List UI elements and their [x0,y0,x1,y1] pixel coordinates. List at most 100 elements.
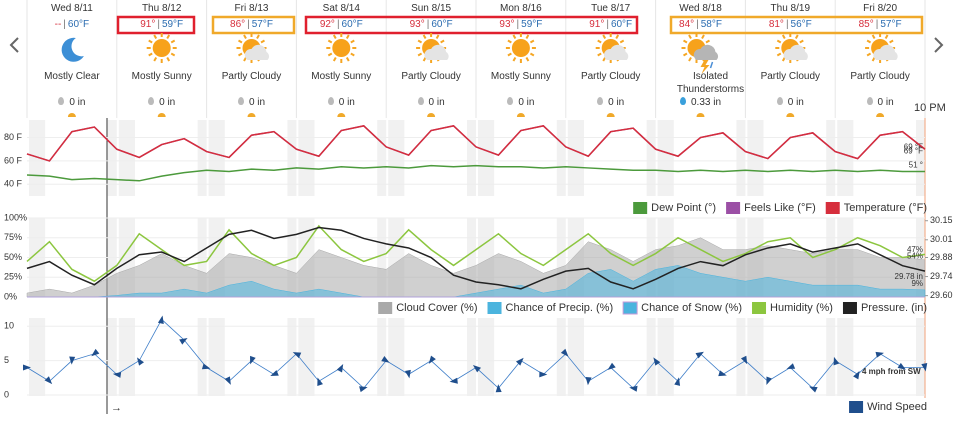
night-band [118,318,135,396]
separator: | [516,19,520,30]
condition: Isolated Thunderstorms [656,70,766,96]
highlight-box [211,15,296,35]
sun-ray [776,52,782,57]
high-temp: 85° [858,19,874,30]
sun-ray [615,34,620,39]
precip-amount: 0 in [877,97,894,108]
night-band [736,318,746,396]
sun-ray [166,57,171,62]
legend-label: Temperature (°F) [844,202,927,214]
temps: 84° | 58°F [656,19,746,30]
wind-arrow [270,370,279,376]
sun-ray [512,34,517,39]
wind-arrow [201,363,211,370]
line [26,226,926,290]
night-band [747,120,764,196]
night-band [118,120,135,196]
sun-ray [866,39,872,44]
temps: 85° | 57°F [835,19,925,30]
sun-ray [701,34,705,39]
highlight-box [669,15,924,35]
legend-label: Cloud Cover (%) [396,302,477,314]
weather-icon [681,33,719,74]
sun-marker [516,113,525,117]
sun-ray [166,34,171,39]
day-label: Sat 8/14 [296,3,386,14]
precip-amount: 0 in [787,97,804,108]
sun-ray [688,34,692,39]
wind-arrow [44,376,53,385]
sun-ray [327,52,333,57]
legend-label: Chance of Snow (%) [641,302,742,314]
y-tick-label: 0% [4,291,17,301]
wind-arrow [404,369,411,379]
low-temp: 60°F [610,19,633,30]
end-label: 69 °F [904,146,923,155]
wind-arrow [786,363,796,370]
weather-icon [416,33,449,63]
sun-ray [512,57,517,62]
legend-swatch [726,202,741,214]
night-band [826,120,836,196]
sun-ray [525,34,530,39]
sun [152,39,171,57]
legend-label: Dew Point (°) [651,202,716,214]
day-label-text: Sat 8/14 [322,3,360,14]
y2-tick-label: 29.60 [930,290,953,300]
wind-arrow [381,355,390,363]
night-band [377,318,387,396]
precip-amount: 0 in [159,97,176,108]
precip-drop [417,97,424,105]
sun-marker [786,113,795,117]
condition-text: Partly Cloudy [760,71,821,82]
night-band [287,120,297,196]
high-temp: 91° [140,19,156,30]
condition: Partly Cloudy [745,70,835,83]
wind-arrow [766,376,773,385]
night-band [298,120,315,196]
day-label: Wed 8/18 [656,3,746,14]
sun-ray [794,34,799,39]
night-band [747,318,764,396]
legend-label: Wind Speed [867,401,927,413]
day-label: Thu 8/19 [745,3,835,14]
day-label-text: Thu 8/12 [141,3,182,14]
y-tick-label: 60 F [4,155,23,165]
end-label: 51 ° [909,161,923,170]
precip-amount: 0 in [608,97,625,108]
night-band [29,120,46,196]
night-band [556,120,566,196]
night-band [467,318,476,396]
precip-drop [327,97,334,105]
cloud [783,44,808,60]
condition: Partly Cloudy [386,70,476,83]
prev-arrow[interactable] [9,37,19,53]
precip-drop [237,97,244,105]
precip: 0 in [296,97,386,108]
sun-marker [427,113,436,117]
high-temp: 92° [319,19,335,30]
night-band [837,120,854,196]
condition-text: Partly Cloudy [850,71,910,82]
precip-drop [776,97,783,105]
low-temp: 59°F [161,19,184,30]
condition-text: Partly Cloudy [221,71,282,82]
end-label: 54% [907,251,923,260]
precip: 0 in [476,97,566,108]
sun-ray [417,39,423,44]
weather-icon [865,33,898,63]
night-band [657,120,674,196]
legend-label: Chance of Precip. (%) [506,302,614,314]
precip: 0 in [745,97,835,108]
precip-amount: 0.33 in [690,97,722,108]
condition-text: Partly Cloudy [580,71,641,82]
sun-ray [781,34,786,39]
cloud [424,44,449,60]
wind-arrow [359,386,368,393]
low-temp: 60°F [431,19,453,30]
next-arrow[interactable] [934,37,944,53]
wind-arrow [607,362,616,370]
wind-arrow [23,364,31,371]
wind-arrow [136,357,145,366]
